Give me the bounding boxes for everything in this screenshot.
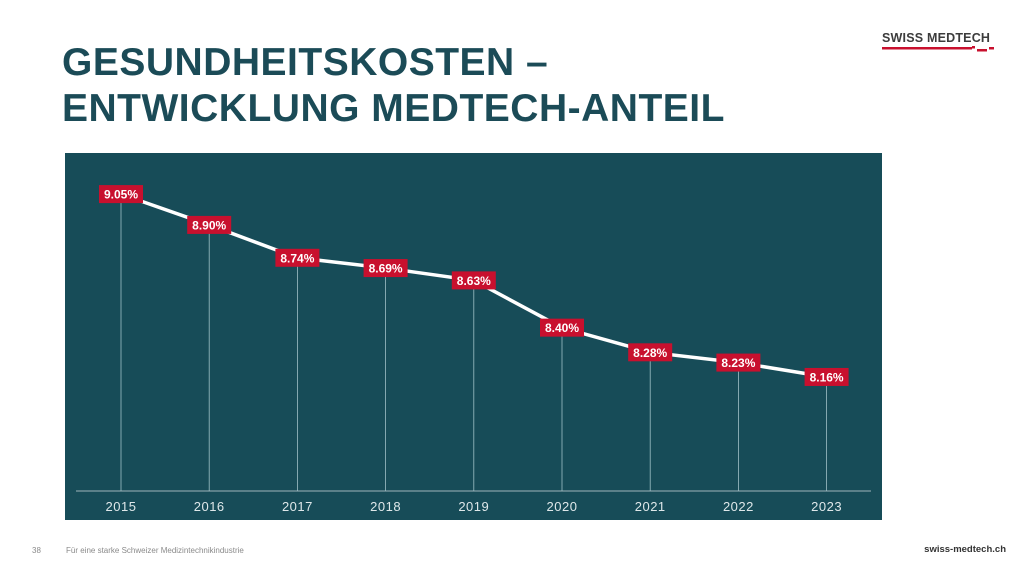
x-tick-label: 2020 (547, 499, 578, 514)
x-tick-label: 2015 (106, 499, 137, 514)
data-label-bg (363, 259, 408, 278)
data-label-bg (187, 215, 232, 234)
footer-tagline: Für eine starke Schweizer Medizintechnik… (66, 546, 244, 555)
data-label: 8.23% (721, 356, 755, 370)
title-line-2: ENTWICKLUNG MEDTECH-ANTEIL (62, 87, 725, 130)
data-label-bg (99, 185, 143, 204)
page-title: GESUNDHEITSKOSTEN – ENTWICKLUNG MEDTECH-… (62, 40, 725, 132)
data-label: 8.16% (810, 370, 844, 384)
website-link[interactable]: swiss-medtech.ch (924, 544, 1006, 555)
logo-text: SWISS MEDTECH (882, 31, 991, 45)
data-label: 8.63% (457, 274, 491, 288)
x-tick-label: 2018 (370, 499, 401, 514)
x-tick-label: 2021 (635, 499, 666, 514)
data-label-bg (451, 271, 496, 290)
line-chart: 9.05% 2015 8.90% 2016 8.74% 2017 8.69% 2018 8.63… (76, 185, 871, 514)
x-tick-label: 2022 (723, 499, 754, 514)
data-label: 8.69% (369, 262, 403, 276)
x-tick-label: 2016 (194, 499, 225, 514)
data-label: 8.74% (280, 251, 314, 265)
page-number: 38 (32, 546, 41, 555)
data-label: 8.90% (192, 218, 226, 232)
swiss-medtech-logo: SWISS MEDTECH (882, 31, 994, 52)
x-tick-label: 2019 (458, 499, 489, 514)
data-label: 8.28% (633, 346, 667, 360)
data-label-bg (804, 367, 849, 386)
x-tick-label: 2017 (282, 499, 313, 514)
data-label: 9.05% (104, 188, 138, 202)
data-label: 8.40% (545, 321, 579, 335)
x-tick-label: 2023 (811, 499, 842, 514)
chart-panel: 9.05% 2015 8.90% 2016 8.74% 2017 8.69% 2018 8.63… (65, 153, 882, 520)
data-label-bg (716, 353, 761, 372)
data-label-bg (628, 343, 673, 362)
title-line-1: GESUNDHEITSKOSTEN – (62, 41, 549, 84)
logo-underline-icon (882, 46, 994, 52)
data-label-bg (540, 318, 584, 337)
data-label-bg (275, 248, 320, 267)
